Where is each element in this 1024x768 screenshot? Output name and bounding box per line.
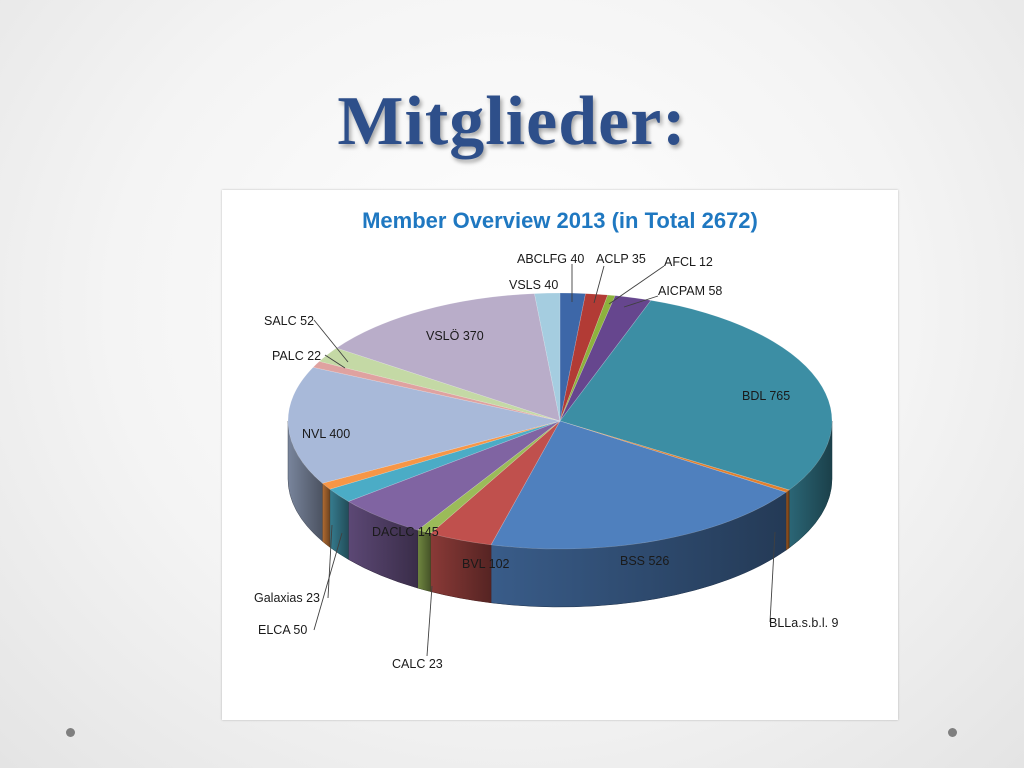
- data-label-salc: SALC 52: [264, 314, 314, 328]
- chart-frame: ABCLFG 40 ACLP 35 AFCL 12 AICPAM 58 BDL 765 B…: [222, 190, 898, 720]
- pie-slice-afcl: [559, 294, 616, 422]
- pie-side-blla-s-b-l: [785, 489, 790, 551]
- data-label-galaxias: Galaxias 23: [254, 591, 320, 605]
- leader-line-salc: [313, 319, 349, 363]
- data-label-vsls: VSLS 40: [509, 278, 558, 292]
- pie-slice-abclfg: [559, 292, 586, 422]
- data-label-bdl: BDL 765: [742, 389, 790, 403]
- pie-slice-bdl: [559, 300, 833, 491]
- data-label-blla-s-b-l: BLLa.s.b.l. 9: [769, 616, 839, 630]
- pie-slice-galaxias: [321, 420, 561, 490]
- pie-side-calc: [417, 529, 431, 592]
- pie-side-walls: [287, 420, 833, 608]
- leader-line-galaxias: [327, 524, 333, 599]
- pie-side-galaxias: [322, 482, 331, 548]
- slide-bullet-left-icon: [66, 728, 75, 737]
- leader-line-aclp: [593, 265, 605, 304]
- pie-slice-vsl: [335, 293, 561, 422]
- pie-slice-bvl: [429, 420, 561, 546]
- pie-slice-bss: [490, 420, 787, 550]
- data-label-bvl: BVL 102: [462, 557, 510, 571]
- pie-slice-elca: [329, 420, 561, 502]
- pie-chart: ABCLFG 40 ACLP 35 AFCL 12 AICPAM 58 BDL 765 B…: [254, 252, 839, 671]
- data-label-calc: CALC 23: [392, 657, 443, 671]
- pie-slice-vsls: [534, 292, 561, 422]
- pie-slice-nvl: [287, 367, 561, 484]
- data-label-vsl: VSLÖ 370: [426, 329, 484, 343]
- leader-line-afcl: [608, 265, 665, 305]
- pie-slice-palc: [312, 361, 561, 422]
- pie-slice-aicpam: [559, 295, 652, 422]
- leader-line-calc: [426, 585, 433, 657]
- leader-line-elca: [313, 532, 343, 631]
- data-label-palc: PALC 22: [272, 349, 321, 363]
- pie-slice-blla-s-b-l: [559, 420, 790, 493]
- data-label-nvl: NVL 400: [302, 427, 350, 441]
- leader-line-blla-s-b-l: [769, 531, 776, 623]
- slide-bullet-right-icon: [948, 728, 957, 737]
- pie-labels: ABCLFG 40 ACLP 35 AFCL 12 AICPAM 58 BDL 765 B…: [254, 252, 839, 671]
- slide-title: Mitglieder:: [337, 83, 687, 160]
- data-label-aicpam: AICPAM 58: [658, 284, 722, 298]
- data-label-elca: ELCA 50: [258, 623, 307, 637]
- pie-slice-calc: [417, 420, 561, 534]
- chart-title: Member Overview 2013 (in Total 2672): [362, 208, 758, 233]
- data-label-abclfg: ABCLFG 40: [517, 252, 584, 266]
- data-label-aclp: ACLP 35: [596, 252, 646, 266]
- data-label-bss: BSS 526: [620, 554, 669, 568]
- pie-slice-daclc: [347, 420, 561, 531]
- leader-line-aicpam: [623, 295, 659, 308]
- leader-line-palc: [324, 354, 346, 369]
- pie-top-faces: [287, 292, 833, 550]
- data-label-afcl: AFCL 12: [664, 255, 713, 269]
- data-label-daclc: DACLC 145: [372, 525, 439, 539]
